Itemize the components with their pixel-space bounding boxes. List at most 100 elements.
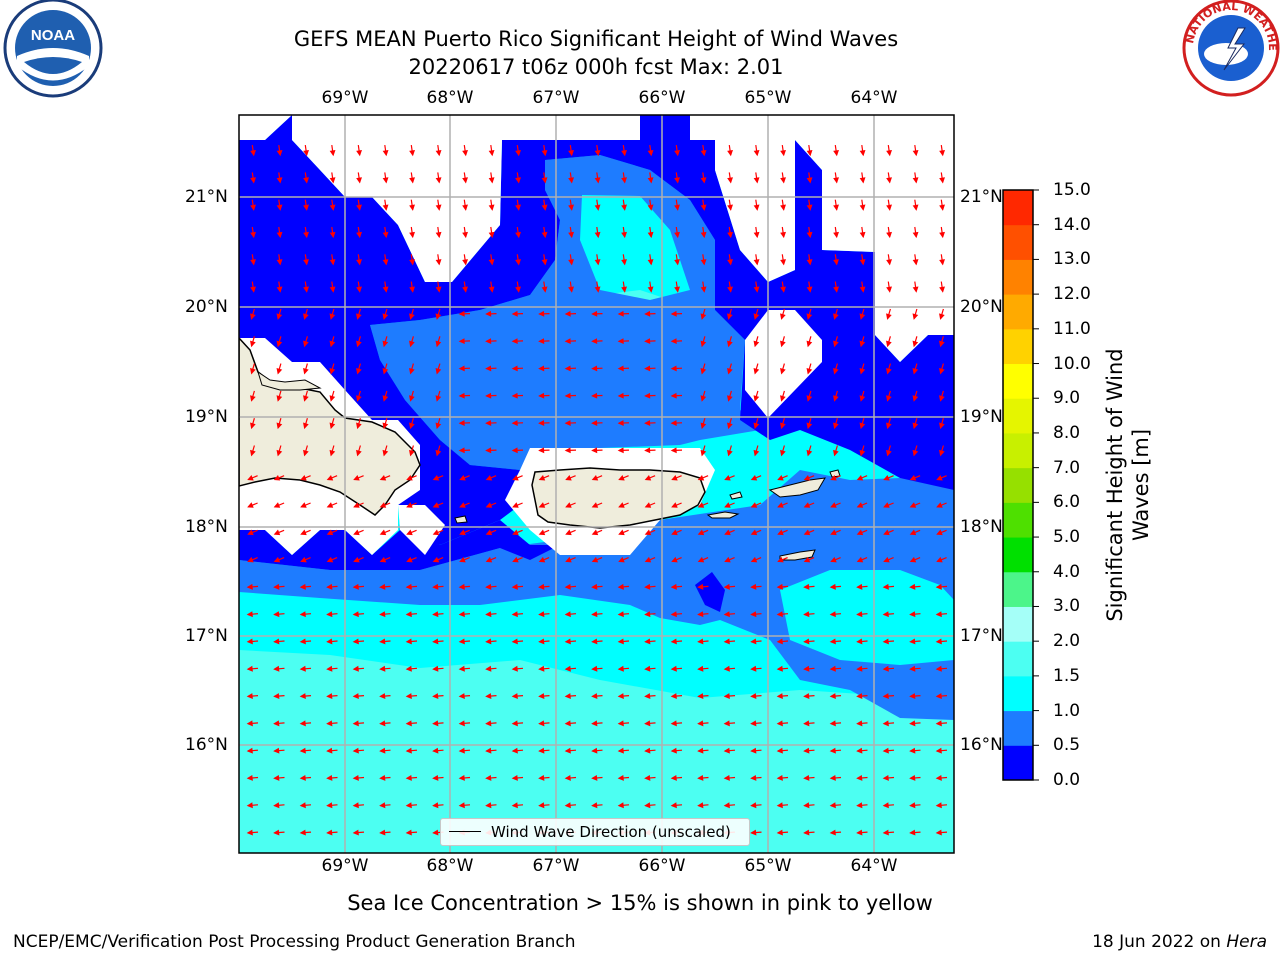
wind-arrowhead <box>776 802 783 809</box>
wind-arrowhead <box>538 611 545 618</box>
sea-ice-note: Sea Ice Concentration > 15% is shown in … <box>347 891 933 915</box>
wind-arrowhead <box>806 259 813 266</box>
wind-arrowhead <box>700 313 707 320</box>
wind-arrowhead <box>647 286 654 293</box>
wind-arrowhead <box>670 802 677 809</box>
wind-arrowhead <box>538 447 545 454</box>
wind-arrowhead <box>382 231 389 239</box>
wind-arrowhead <box>538 310 545 317</box>
wind-arrowhead <box>273 665 280 672</box>
wind-arrowhead <box>458 747 465 754</box>
wind-arrowhead <box>856 583 863 590</box>
wind-arrowhead <box>326 556 334 563</box>
wind-arrowhead <box>776 638 783 645</box>
wind-arrowhead <box>568 149 574 157</box>
wind-arrowhead <box>273 556 281 563</box>
lat-label-right: 20°N <box>960 297 1003 317</box>
colorbar-segment <box>1003 675 1033 712</box>
wind-arrowhead <box>511 365 518 372</box>
colorbar-segment <box>1003 745 1033 781</box>
wind-arrowhead <box>250 149 256 157</box>
wind-arrowhead <box>273 583 280 590</box>
colorbar-tick-label: 9.0 <box>1053 388 1081 409</box>
wind-arrowhead <box>591 338 598 345</box>
wind-arrowhead <box>697 693 704 700</box>
wind-arrowhead <box>485 474 493 481</box>
wind-arrowhead <box>353 474 360 481</box>
wind-arrowhead <box>723 583 730 590</box>
wind-arrowhead <box>246 611 253 618</box>
wave-band-0p0-0p5-pocket <box>695 572 725 612</box>
wind-arrowhead <box>806 395 813 402</box>
wind-arrowhead <box>830 556 837 563</box>
wind-arrowhead <box>829 802 836 809</box>
wind-arrowhead <box>780 231 786 239</box>
wind-arrowhead <box>329 367 336 375</box>
wind-arrowhead <box>462 204 468 211</box>
wind-arrowhead <box>382 259 389 266</box>
wind-arrowhead <box>883 556 890 563</box>
wind-arrowhead <box>326 529 334 536</box>
wind-arrowhead <box>246 747 253 754</box>
wind-arrowhead <box>882 638 889 645</box>
wind-arrowhead <box>617 665 624 672</box>
wind-arrowhead <box>515 204 521 211</box>
wind-arrowhead <box>833 177 839 184</box>
wind-arrowhead <box>647 204 654 211</box>
mask-region <box>239 115 292 140</box>
wind-arrowhead <box>939 449 945 457</box>
wind-arrowhead <box>644 774 651 781</box>
wind-arrowhead <box>538 665 545 672</box>
wind-arrowhead <box>382 449 389 457</box>
wind-arrowhead <box>909 665 916 672</box>
wind-arrowhead <box>485 420 492 426</box>
wind-arrowhead <box>564 665 571 672</box>
wind-arrowhead <box>247 529 254 536</box>
wind-arrowhead <box>356 286 362 293</box>
wind-arrowhead <box>247 556 254 563</box>
lon-label-bottom: 65°W <box>744 856 792 876</box>
colorbar-tick-label: 15.0 <box>1053 180 1091 200</box>
wind-arrowhead <box>299 638 306 645</box>
wind-arrowhead <box>435 313 442 320</box>
wind-arrowhead <box>352 583 359 590</box>
wind-arrowhead <box>356 449 362 457</box>
wind-arrowhead <box>538 474 546 481</box>
wind-arrowhead <box>912 340 919 348</box>
wind-arrowhead <box>435 259 442 266</box>
wind-arrowhead <box>250 340 256 348</box>
wind-arrowhead <box>780 313 786 320</box>
wind-arrowhead <box>382 313 389 320</box>
wind-arrowhead <box>458 693 465 700</box>
wind-arrowhead <box>859 149 866 157</box>
wind-arrowhead <box>303 340 309 348</box>
wind-arrowhead <box>644 310 651 317</box>
wind-arrowhead <box>780 395 786 402</box>
wind-arrowhead <box>538 583 545 590</box>
wind-arrowhead <box>617 720 624 727</box>
wind-arrowhead <box>246 774 253 781</box>
lon-label-top: 64°W <box>850 88 898 108</box>
wind-arrowhead <box>432 556 440 563</box>
wind-arrowhead <box>591 693 598 700</box>
wind-arrowhead <box>912 449 919 457</box>
wind-arrowhead <box>303 259 309 266</box>
wind-arrowhead <box>617 338 624 345</box>
wind-arrowhead <box>352 720 359 727</box>
wind-arrowhead <box>458 720 465 727</box>
wind-arrowhead <box>859 231 866 239</box>
wind-arrowhead <box>594 149 601 157</box>
wind-arrowhead <box>594 204 601 211</box>
wind-arrowhead <box>670 365 677 372</box>
wind-arrowhead <box>750 583 757 590</box>
wind-arrowhead <box>724 556 731 563</box>
graticule <box>239 115 954 853</box>
wind-arrowhead <box>647 149 654 157</box>
wind-arrowhead <box>538 802 545 809</box>
wind-arrowhead <box>886 149 892 157</box>
wind-arrowhead <box>435 231 442 239</box>
wind-arrowhead <box>591 774 598 781</box>
wind-arrowhead <box>246 665 253 672</box>
wind-arrowhead <box>670 447 677 454</box>
wind-arrowhead <box>723 611 730 618</box>
